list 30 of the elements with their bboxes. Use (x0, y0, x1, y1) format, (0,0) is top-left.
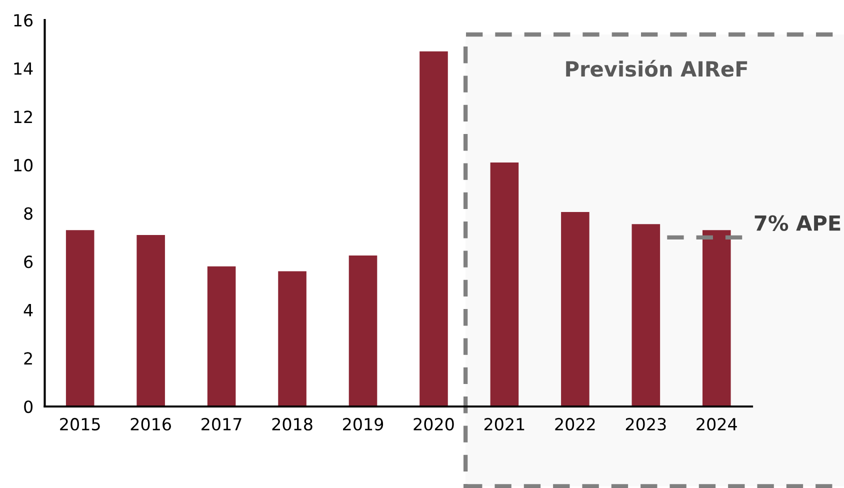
bar (561, 212, 590, 407)
x-tick-label: 2018 (272, 418, 312, 431)
y-tick-label: 12 (14, 110, 32, 123)
y-tick-label: 8 (24, 207, 32, 220)
bar (420, 51, 448, 407)
x-tick-label: 2016 (130, 418, 171, 431)
bar (207, 266, 236, 407)
x-tick-label: 2023 (626, 418, 666, 431)
bar (632, 224, 660, 407)
x-tick-label: 2015 (60, 418, 100, 431)
ref-line-label: 7% APE (754, 215, 840, 231)
y-tick-label: 6 (24, 256, 33, 268)
x-tick-label: 2019 (343, 418, 384, 431)
y-tick-label: 0 (24, 400, 33, 414)
x-tick-label: 2024 (696, 418, 737, 431)
bar (348, 256, 378, 407)
bar (490, 162, 519, 407)
x-tick-label: 2017 (202, 418, 242, 431)
y-tick-label: 4 (24, 304, 33, 316)
band-label: Previsión AIReF (566, 60, 748, 77)
y-tick-label: 14 (14, 62, 33, 75)
bar (66, 230, 94, 407)
x-tick-label: 2022 (555, 418, 595, 431)
x-tick-label: 2020 (414, 418, 454, 431)
bar (278, 271, 306, 407)
y-tick-label: 10 (14, 158, 33, 172)
x-tick-label: 2021 (484, 418, 524, 431)
y-tick-label: 16 (14, 14, 33, 27)
y-tick-label: 2 (24, 352, 32, 365)
bar (136, 234, 165, 407)
